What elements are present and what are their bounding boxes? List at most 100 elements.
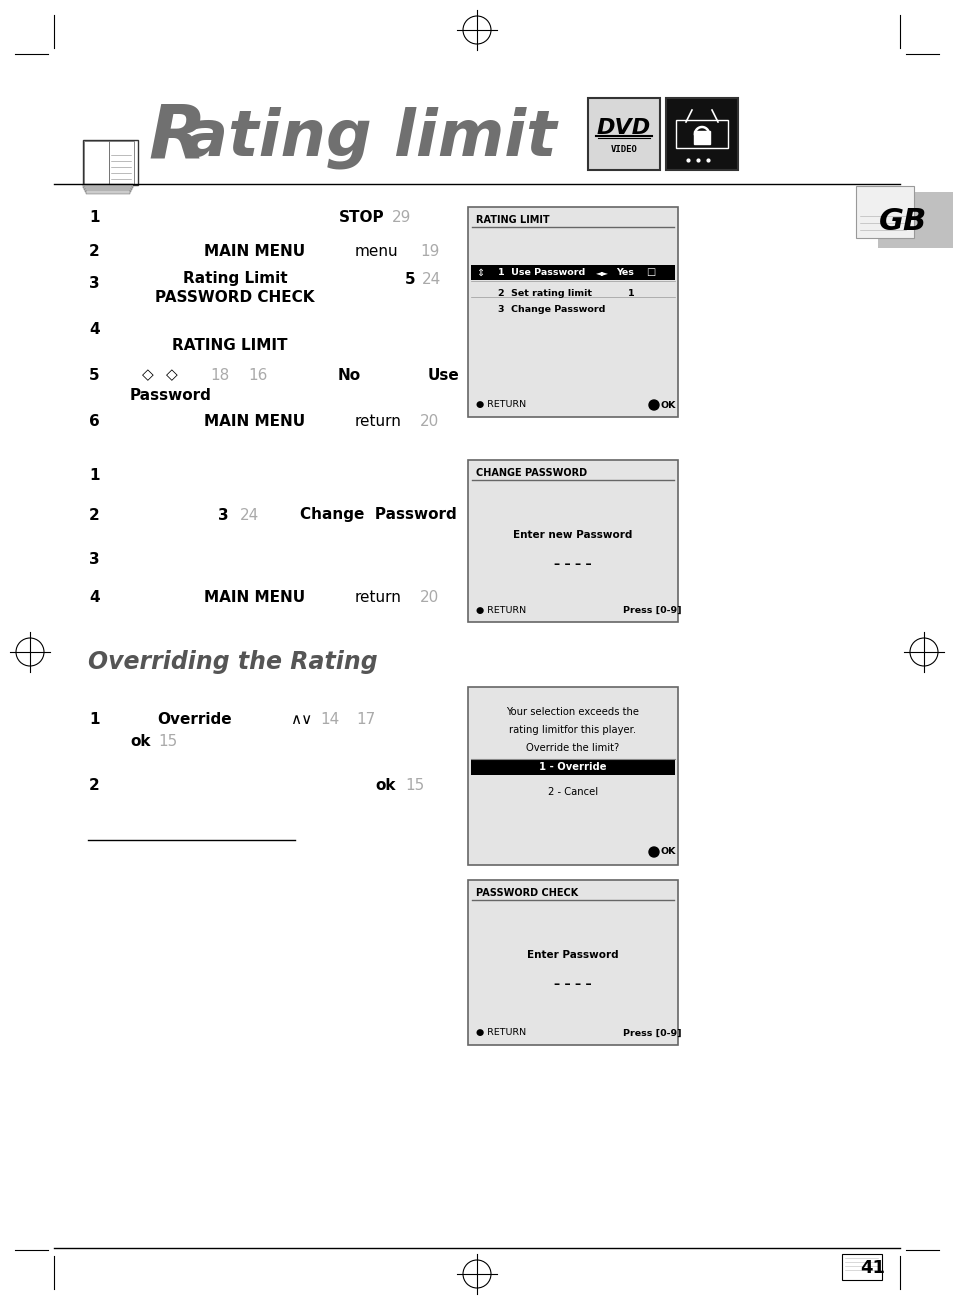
Text: Enter Password: Enter Password — [527, 951, 618, 960]
Circle shape — [648, 400, 659, 409]
Text: 2: 2 — [89, 507, 100, 523]
Bar — [693, 130, 709, 143]
Text: VIDEO: VIDEO — [610, 146, 637, 154]
Text: 19: 19 — [419, 245, 439, 259]
Text: ok: ok — [130, 734, 151, 750]
Bar — [468, 687, 678, 865]
Text: 29: 29 — [392, 210, 411, 226]
Text: 2  Set rating limit: 2 Set rating limit — [497, 288, 592, 297]
Text: 3: 3 — [89, 553, 99, 567]
Text: – – – –: – – – – — [554, 978, 591, 991]
Text: 6: 6 — [89, 415, 100, 429]
Text: CHANGE PASSWORD: CHANGE PASSWORD — [476, 468, 586, 479]
Text: Override the limit?: Override the limit? — [526, 743, 619, 752]
Text: ating limit: ating limit — [185, 107, 556, 170]
Text: 2: 2 — [89, 777, 100, 793]
Bar — [83, 184, 132, 188]
Text: 5: 5 — [89, 368, 99, 382]
Text: OK: OK — [660, 400, 676, 409]
Text: R: R — [148, 102, 206, 175]
Bar — [676, 120, 727, 147]
Bar — [471, 760, 675, 775]
Bar — [84, 186, 132, 190]
Bar — [84, 141, 109, 184]
Bar — [855, 186, 913, 239]
Text: 15: 15 — [158, 734, 177, 750]
Text: 24: 24 — [240, 507, 259, 523]
Text: 2 - Cancel: 2 - Cancel — [547, 788, 598, 797]
Bar — [587, 98, 659, 170]
Text: Your selection exceeds the: Your selection exceeds the — [506, 707, 639, 717]
Text: GB: GB — [878, 207, 926, 236]
Text: return: return — [355, 415, 401, 429]
Text: Press [0-9]: Press [0-9] — [622, 605, 680, 614]
Bar — [85, 188, 131, 192]
Text: PASSWORD CHECK: PASSWORD CHECK — [476, 888, 578, 898]
Text: MAIN MENU: MAIN MENU — [204, 245, 305, 259]
Text: ◇: ◇ — [142, 368, 153, 382]
Bar — [468, 880, 678, 1045]
Text: menu: menu — [355, 245, 398, 259]
Text: 3: 3 — [218, 507, 229, 523]
Text: 24: 24 — [421, 271, 441, 287]
Text: ◇: ◇ — [166, 368, 177, 382]
Text: Press [0-9]: Press [0-9] — [622, 1029, 680, 1038]
Text: STOP: STOP — [339, 210, 385, 226]
Text: PASSWORD CHECK: PASSWORD CHECK — [155, 289, 314, 305]
Bar — [86, 190, 130, 194]
Text: 3: 3 — [89, 275, 99, 291]
Bar — [841, 1254, 882, 1281]
Text: □: □ — [645, 267, 655, 278]
Text: ◄►: ◄► — [596, 269, 608, 276]
Text: 18: 18 — [210, 368, 229, 382]
Text: Change  Password: Change Password — [299, 507, 456, 523]
Text: Use: Use — [428, 368, 459, 382]
Text: ● RETURN: ● RETURN — [476, 400, 525, 409]
Circle shape — [648, 848, 659, 857]
Text: rating limitfor this player.: rating limitfor this player. — [509, 725, 636, 735]
Text: 1: 1 — [89, 712, 99, 728]
Text: 1  Use Password: 1 Use Password — [497, 269, 584, 276]
Text: 4: 4 — [89, 322, 99, 338]
Text: Override: Override — [157, 712, 233, 728]
Text: return: return — [355, 591, 401, 605]
Text: 1: 1 — [89, 210, 99, 226]
Text: 41: 41 — [859, 1258, 884, 1277]
Text: OK: OK — [660, 848, 676, 857]
Text: ∧∨: ∧∨ — [290, 712, 312, 728]
Text: 14: 14 — [319, 712, 339, 728]
Text: MAIN MENU: MAIN MENU — [204, 415, 305, 429]
Text: 3  Change Password: 3 Change Password — [497, 305, 605, 314]
Text: No: No — [337, 368, 361, 382]
Text: RATING LIMIT: RATING LIMIT — [172, 338, 288, 352]
Bar — [471, 265, 675, 280]
Text: Overriding the Rating: Overriding the Rating — [88, 649, 377, 674]
Text: ● RETURN: ● RETURN — [476, 605, 525, 614]
Text: Rating Limit: Rating Limit — [182, 271, 287, 287]
Text: 15: 15 — [405, 777, 424, 793]
Bar — [468, 460, 678, 622]
Text: 1 - Override: 1 - Override — [538, 762, 606, 772]
Text: 20: 20 — [419, 591, 438, 605]
Text: 4: 4 — [89, 591, 99, 605]
Text: Yes: Yes — [616, 269, 633, 276]
Bar — [83, 140, 138, 185]
Text: ⇕: ⇕ — [476, 267, 483, 278]
Text: ● RETURN: ● RETURN — [476, 1029, 525, 1038]
Bar — [877, 192, 953, 248]
Text: MAIN MENU: MAIN MENU — [204, 591, 305, 605]
Text: 20: 20 — [419, 415, 438, 429]
Bar — [665, 98, 738, 170]
Text: 1: 1 — [89, 468, 99, 482]
Text: 1: 1 — [627, 288, 634, 297]
Text: DVD: DVD — [597, 117, 651, 138]
Text: ok: ok — [375, 777, 395, 793]
Text: 16: 16 — [248, 368, 267, 382]
Text: – – – –: – – – – — [554, 558, 591, 571]
Bar — [109, 141, 133, 184]
Text: Password: Password — [130, 387, 212, 403]
Text: Enter new Password: Enter new Password — [513, 529, 632, 540]
Text: 17: 17 — [355, 712, 375, 728]
Text: 5: 5 — [405, 271, 416, 287]
Text: 2: 2 — [89, 245, 100, 259]
